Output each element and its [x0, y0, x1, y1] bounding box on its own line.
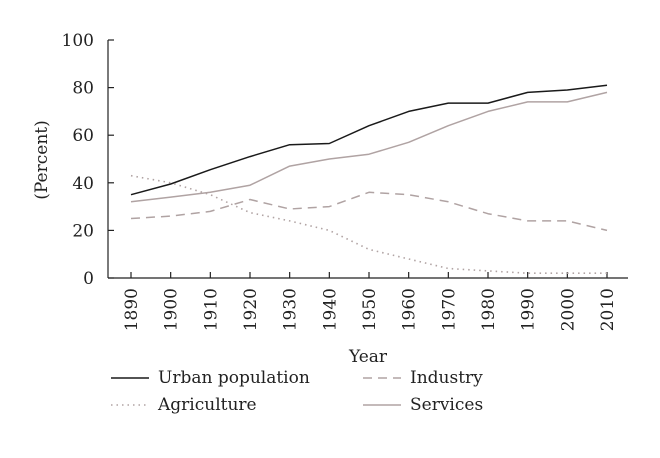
x-tick-label: 2000: [558, 288, 578, 331]
y-tick-label: 40: [72, 174, 94, 194]
x-tick-label: 1990: [519, 288, 539, 331]
legend-label: Urban population: [158, 368, 310, 388]
x-tick-label: 1970: [439, 288, 459, 331]
legend-item: Industry: [363, 368, 483, 388]
series-line-urban-population: [130, 84, 608, 196]
legend-item: Agriculture: [111, 395, 257, 415]
x-tick-label: 1890: [122, 288, 142, 331]
legend-label: Industry: [410, 368, 483, 388]
x-tick-label: 1900: [162, 288, 182, 331]
x-tick-label: 2010: [598, 288, 618, 331]
axes: 0 20 40 60 80 100 1890 1900 1910 1920 1930 1940 1950…: [62, 31, 628, 331]
x-tick-label: 1980: [479, 288, 499, 331]
series-line-industry: [130, 191, 608, 232]
x-tick-label: 1920: [241, 288, 261, 331]
y-tick-label: 0: [83, 269, 94, 289]
legend-label: Agriculture: [157, 395, 257, 415]
y-tick-label: 20: [72, 221, 94, 241]
x-tick-label: 1910: [201, 288, 221, 331]
x-tick-label: 1960: [400, 288, 420, 331]
x-tick-label: 1950: [360, 288, 380, 331]
legend: Urban population Industry Agriculture Servi…: [111, 368, 483, 415]
legend-label: Services: [410, 395, 483, 415]
x-axis-title: Year: [348, 347, 388, 367]
y-tick-label: 100: [62, 31, 94, 51]
x-tick-label: 1930: [281, 288, 301, 331]
y-tick-label: 80: [72, 79, 94, 99]
series-line-agriculture: [130, 174, 607, 275]
y-tick-label: 60: [72, 126, 94, 146]
legend-item: Urban population: [111, 368, 310, 388]
series-line-services: [130, 91, 608, 203]
legend-item: Services: [363, 395, 483, 415]
y-axis-title: (Percent): [32, 120, 52, 200]
series-layer: [130, 84, 608, 275]
x-tick-label: 1940: [320, 288, 340, 331]
